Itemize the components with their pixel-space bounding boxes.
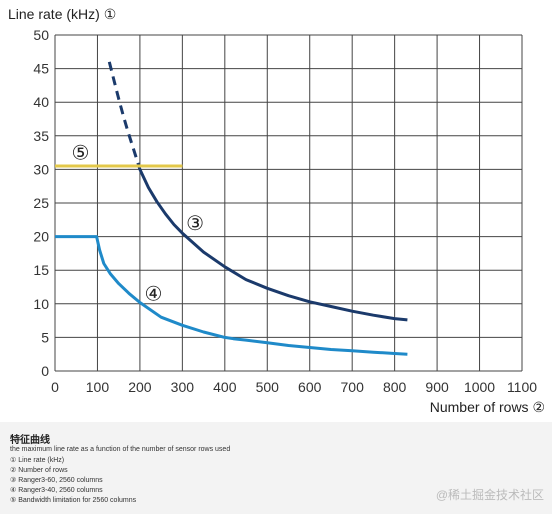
y-tick-label: 5 [41,329,49,345]
y-tick-label: 20 [33,229,49,245]
series-layer [55,61,408,356]
caption-legend-item: ① Line rate (kHz) [10,457,65,464]
x-tick-label: 1000 [464,379,495,395]
caption-description: the maximum line rate as a function of t… [10,446,231,453]
y-tick-label: 0 [41,363,49,379]
caption-legend-item: ② Number of rows [10,467,68,474]
x-tick-label: 500 [256,379,280,395]
figure-caption: 特征曲线 the maximum line rate as a function… [0,422,552,514]
series-label: ③ [186,211,204,235]
x-tick-label: 200 [128,379,152,395]
series-label: ④ [145,282,163,306]
y-tick-label: 40 [33,94,49,110]
watermark: @稀土掘金技术社区 [435,488,544,502]
caption-legend-item: ③ Ranger3-60, 2560 columns [10,477,103,484]
x-tick-label: 600 [298,379,322,395]
caption-legend: ① Line rate (kHz) ② Number of rows ③ Ran… [10,456,136,506]
x-tick-label: 900 [425,379,449,395]
y-tick-label: 50 [33,27,49,43]
x-axis-title: Number of rows ② [430,399,545,415]
y-tick-label: 25 [33,195,49,211]
y-tick-label: 30 [33,161,49,177]
caption-legend-item: ⑤ Bandwidth limitation for 2560 columns [10,497,137,504]
x-tick-label: 100 [86,379,110,395]
y-tick-label: 45 [33,61,49,77]
x-tick-label: 400 [213,379,237,395]
series-label: ⑤ [72,141,90,165]
caption-title: 特征曲线 [10,435,50,446]
y-tick-label: 15 [33,262,49,278]
x-tick-label: 300 [171,379,195,395]
series-line [55,235,408,356]
caption-legend-item: ④ Ranger3-40, 2560 columns [10,487,103,494]
series-line-dashed [107,61,142,170]
x-tick-label: 700 [341,379,365,395]
chart-grid [54,34,523,372]
y-axis-title: Line rate (kHz) ① [8,6,116,22]
line-chart: 0 100 200 300 400 500 600 700 800 900 1000 1100 0 5 10… [8,6,545,415]
x-tick-label: 0 [51,379,59,395]
series-line [138,168,408,322]
y-tick-label: 10 [33,296,49,312]
x-tick-label: 800 [383,379,407,395]
series-labels: ③ ④ ⑤ [72,141,205,306]
y-tick-label: 35 [33,128,49,144]
axis-ticks: 0 100 200 300 400 500 600 700 800 900 1000 1100 0 5 10… [33,27,537,395]
x-tick-label: 1100 [507,379,537,395]
